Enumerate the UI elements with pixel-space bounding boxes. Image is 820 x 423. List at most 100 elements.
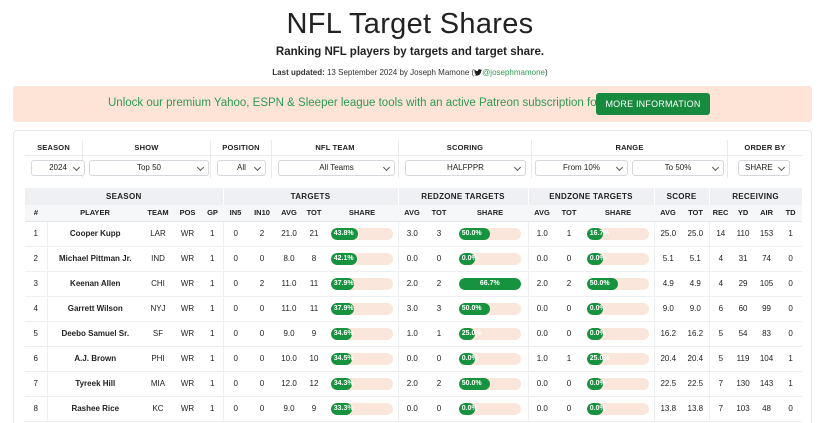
chevron-down-icon	[196, 163, 205, 172]
redzone-avg-cell: 1.0	[398, 321, 427, 347]
column-header[interactable]: TD	[779, 205, 803, 222]
targets-share-label: 33.3%	[333, 404, 354, 412]
player-cell: Michael Pittman Jr.	[47, 246, 143, 272]
targets-share-fill	[330, 402, 352, 415]
column-header[interactable]: AVG	[528, 205, 557, 222]
twitter-handle-link[interactable]: @josephmamone	[482, 68, 546, 77]
rank-cell: 8	[25, 396, 48, 422]
season-select[interactable]: 2024	[31, 160, 85, 176]
column-header[interactable]: AVG	[398, 205, 427, 222]
column-header[interactable]: PLAYER	[47, 205, 143, 222]
column-header[interactable]: AIR	[754, 205, 780, 222]
score-avg-cell: 16.2	[654, 321, 683, 347]
range-from-select[interactable]: From 10%	[535, 160, 628, 176]
order-select[interactable]: SHARE	[738, 160, 790, 176]
endzone-tot-cell: 2	[556, 271, 583, 297]
redzone-share-label: 50.0%	[461, 379, 482, 387]
targets-share-bar: 37.9%	[330, 277, 393, 290]
column-header[interactable]: TOT	[302, 205, 326, 222]
column-header[interactable]: #	[25, 205, 47, 222]
promo-banner: Unlock our premium Yahoo, ESPN & Sleeper…	[13, 86, 812, 122]
column-header[interactable]: IN10	[248, 205, 276, 222]
table-row[interactable]: 5 Deebo Samuel Sr. SF WR 1 0 0 9.0 9 34.6% 1.0 1 …	[25, 321, 803, 347]
targets-tot-cell: 8	[302, 246, 326, 272]
td-cell: 0	[779, 246, 803, 272]
column-header[interactable]: SHARE	[326, 205, 399, 222]
targets-share-label: 43.8%	[333, 229, 354, 237]
gp-cell: 1	[202, 271, 224, 297]
show-select[interactable]: Top 50	[89, 160, 209, 176]
endzone-share-cell: 0.0%	[582, 246, 655, 272]
redzone-share-cell: 50.0%	[452, 221, 529, 247]
column-header[interactable]: YD	[732, 205, 755, 222]
in10-cell: 0	[248, 296, 276, 322]
targets-share-fill	[330, 302, 354, 315]
column-header[interactable]: TOT	[682, 205, 710, 222]
redzone-share-bar: 0.0%	[458, 402, 521, 415]
column-header[interactable]: SHARE	[452, 205, 529, 222]
endzone-share-bar: 50.0%	[586, 277, 649, 290]
endzone-share-label: 0.0%	[589, 329, 606, 337]
rec-cell: 6	[709, 296, 733, 322]
season-select-value: 2024	[49, 163, 67, 172]
player-cell: Rashee Rice	[47, 396, 143, 422]
gp-cell: 1	[202, 396, 224, 422]
column-header[interactable]: REC	[709, 205, 733, 222]
in10-cell: 0	[248, 371, 276, 397]
chevron-down-icon	[382, 163, 391, 172]
targets-tot-cell: 11	[302, 271, 326, 297]
in10-cell: 0	[248, 396, 276, 422]
targets-share-label: 34.5%	[333, 354, 354, 362]
column-header[interactable]: SHARE	[582, 205, 655, 222]
column-header[interactable]: TEAM	[143, 205, 173, 222]
redzone-tot-cell: 0	[426, 246, 453, 272]
redzone-avg-cell: 0.0	[398, 246, 427, 272]
column-header[interactable]: AVG	[276, 205, 302, 222]
table-row[interactable]: 8 Rashee Rice KC WR 1 0 0 9.0 9 33.3% 0.0 0 0.0% …	[25, 396, 803, 422]
redzone-share-bar: 66.7%	[458, 277, 521, 290]
rec-cell: 5	[709, 321, 733, 347]
pos-cell: WR	[173, 296, 202, 322]
table-row[interactable]: 7 Tyreek Hill MIA WR 1 0 0 12.0 12 34.3% 2.0 2 50…	[25, 371, 803, 397]
table-row[interactable]: 2 Michael Pittman Jr. IND WR 1 0 0 8.0 8 42.1% 0…	[25, 246, 803, 272]
range-to-select[interactable]: To 50%	[632, 160, 724, 176]
filter-bar: SEASON 2024 SHOW Top 50 POSITION All NFL…	[25, 140, 802, 178]
endzone-share-bar: 0.0%	[586, 302, 649, 315]
endzone-tot-cell: 1	[556, 221, 583, 247]
column-header[interactable]: POS	[173, 205, 202, 222]
rank-cell: 4	[25, 296, 48, 322]
targets-share-cell: 43.8%	[326, 221, 399, 247]
pos-cell: WR	[173, 396, 202, 422]
redzone-tot-cell: 3	[426, 296, 453, 322]
redzone-tot-cell: 2	[426, 271, 453, 297]
more-information-button[interactable]: MORE INFORMATION	[596, 93, 710, 115]
in5-cell: 0	[223, 346, 248, 372]
targets-avg-cell: 11.0	[276, 271, 302, 297]
score-tot-cell: 25.0	[682, 221, 710, 247]
redzone-share-label: 0.0%	[461, 404, 478, 412]
endzone-share-bar: 16.7%	[586, 227, 649, 240]
range-from-value: From 10%	[563, 163, 600, 172]
targets-share-cell: 34.6%	[326, 321, 399, 347]
table-row[interactable]: 4 Garrett Wilson NYJ WR 1 0 0 11.0 11 37.9% 3.0 3…	[25, 296, 803, 322]
team-select[interactable]: All Teams	[278, 160, 395, 176]
column-header[interactable]: AVG	[654, 205, 683, 222]
position-select[interactable]: All	[217, 160, 266, 176]
column-header[interactable]: TOT	[426, 205, 453, 222]
table-row[interactable]: 3 Keenan Allen CHI WR 1 0 2 11.0 11 37.9% 2.0 2 6…	[25, 271, 803, 297]
scoring-select[interactable]: HALFPPR	[405, 160, 526, 176]
targets-share-fill	[330, 377, 352, 390]
table-row[interactable]: 6 A.J. Brown PHI WR 1 0 0 10.0 10 34.5% 0.0 0 0.0…	[25, 346, 803, 372]
endzone-share-bar: 0.0%	[586, 402, 649, 415]
column-header[interactable]: IN5	[223, 205, 248, 222]
endzone-share-cell: 0.0%	[582, 296, 655, 322]
redzone-share-cell: 0.0%	[452, 346, 529, 372]
column-header[interactable]: TOT	[556, 205, 583, 222]
table-row[interactable]: 1 Cooper Kupp LAR WR 1 0 2 21.0 21 43.8% 3.0 3 50…	[25, 221, 803, 247]
column-header[interactable]: GP	[202, 205, 223, 222]
redzone-share-label: 0.0%	[461, 254, 478, 262]
endzone-share-fill	[586, 402, 603, 415]
page-title: NFL Target Shares	[286, 8, 534, 40]
score-avg-cell: 25.0	[654, 221, 683, 247]
targets-avg-cell: 10.0	[276, 346, 302, 372]
